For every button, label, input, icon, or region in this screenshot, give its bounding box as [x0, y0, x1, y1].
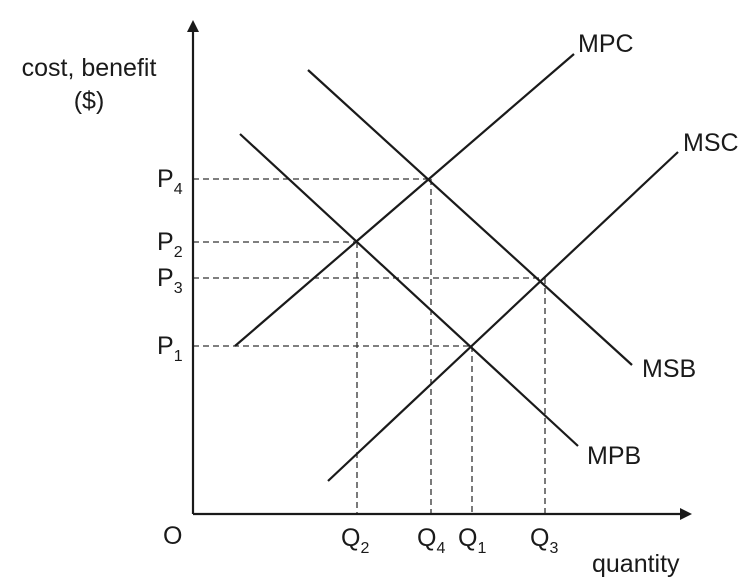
quantity-label-q1: Q1 — [458, 524, 486, 557]
mpc-curve — [234, 53, 575, 347]
mpb-label: MPB — [587, 442, 641, 470]
origin-label: O — [163, 522, 182, 550]
price-label-p4: P4 — [157, 165, 183, 198]
quantity-label-q2: Q2 — [341, 524, 369, 557]
quantity-label-q4: Q4 — [417, 524, 445, 557]
mpb-curve — [239, 133, 579, 447]
y-axis-title-line1: cost, benefit — [22, 54, 157, 82]
msb-label: MSB — [642, 355, 696, 383]
guide-lines — [193, 178, 546, 514]
price-label-p1: P1 — [157, 332, 183, 365]
y-axis-title-line2: ($) — [74, 87, 105, 115]
msc-label: MSC — [683, 129, 739, 157]
msb-curve — [307, 69, 633, 366]
quantity-label-q3: Q3 — [530, 524, 558, 557]
mpc-label: MPC — [578, 30, 634, 58]
price-label-p2: P2 — [157, 228, 183, 261]
msc-curve — [327, 151, 679, 482]
x-axis-title: quantity — [592, 550, 680, 578]
price-label-p3: P3 — [157, 264, 183, 297]
